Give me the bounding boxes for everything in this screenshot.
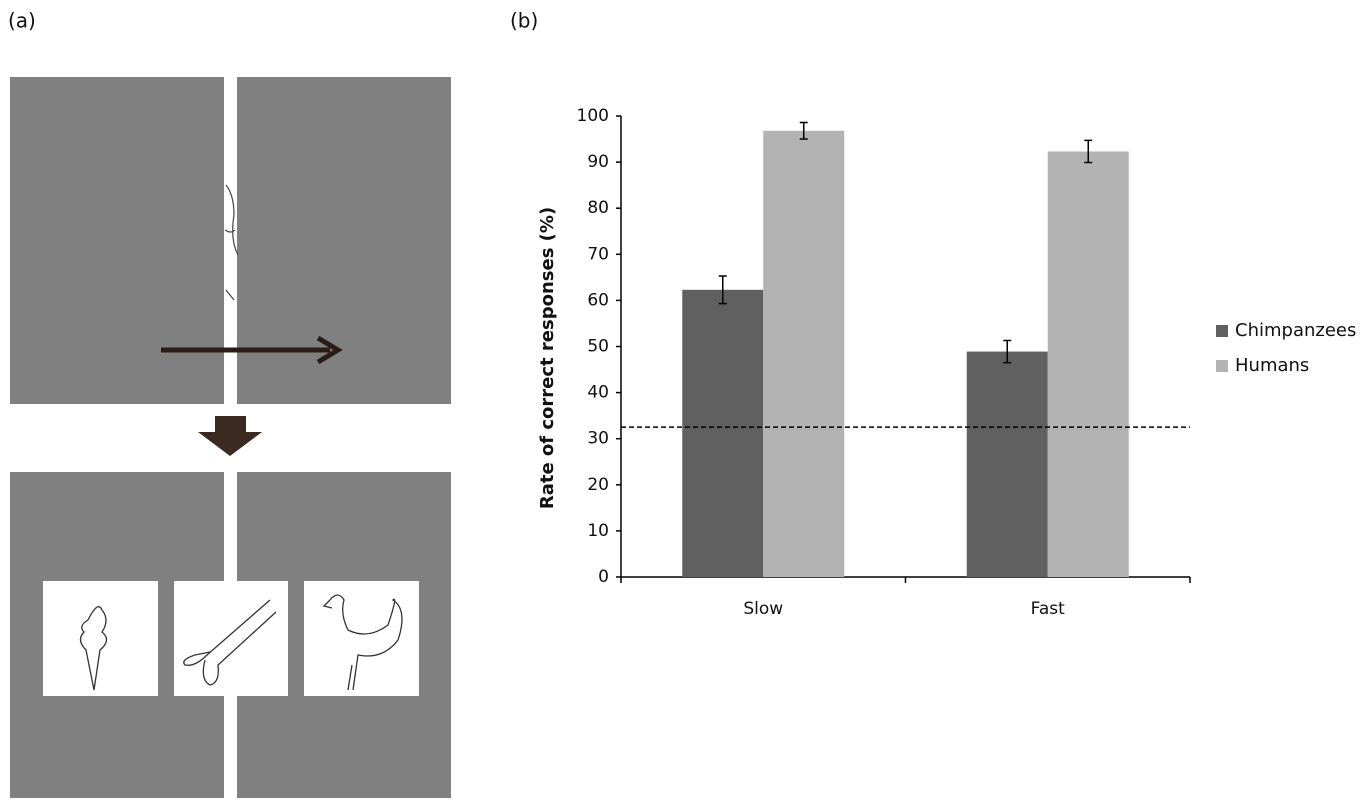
y-tick-label: 20 [587, 475, 609, 495]
legend-label: Chimpanzees [1235, 320, 1356, 341]
down-arrow [198, 416, 262, 456]
legend-swatch [1216, 360, 1228, 372]
bar [1048, 151, 1129, 577]
bar [967, 352, 1048, 577]
choice-card [304, 581, 419, 696]
y-tick-label: 50 [587, 337, 609, 357]
y-tick-label: 60 [587, 290, 609, 310]
y-tick-label: 30 [587, 429, 609, 449]
y-tick-label: 80 [587, 198, 609, 218]
bar [682, 290, 763, 577]
y-tick-label: 40 [587, 383, 609, 403]
choice-card [43, 581, 158, 696]
y-tick-label: 70 [587, 244, 609, 264]
choice-card [174, 581, 288, 696]
legend-label: Humans [1235, 355, 1309, 376]
panel-label: (a) [8, 9, 36, 33]
x-tick-label: Slow [743, 599, 783, 619]
y-tick-label: 10 [587, 521, 609, 541]
figure: (a) (b) Rate of correct responses (%) 0 1… [0, 0, 1371, 798]
slit [224, 77, 237, 404]
y-tick-label: 90 [587, 152, 609, 172]
stimulus-illustration [10, 77, 451, 798]
y-tick-label: 100 [577, 106, 609, 126]
x-tick-label: Fast [1031, 599, 1065, 619]
y-tick-label: 0 [598, 567, 609, 587]
legend-swatch [1216, 325, 1228, 337]
bar [763, 131, 844, 577]
panel-label: (b) [510, 9, 538, 33]
y-axis-label: Rate of correct responses (%) [537, 207, 558, 509]
